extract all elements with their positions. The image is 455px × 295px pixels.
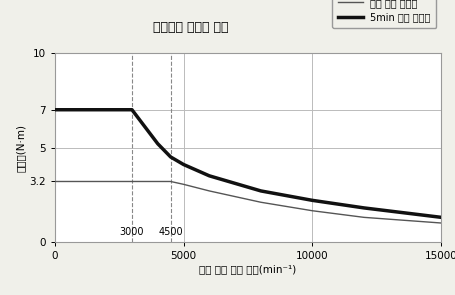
X-axis label: 밀링 모터 회전 속도(min⁻¹): 밀링 모터 회전 속도(min⁻¹)	[199, 264, 297, 274]
Legend: 연속 정격 토오크, 5min 정격 토오크: 연속 정격 토오크, 5min 정격 토오크	[332, 0, 436, 28]
Text: 4500: 4500	[158, 227, 183, 237]
Text: 밀링모터 토오크 특성: 밀링모터 토오크 특성	[153, 21, 229, 34]
Y-axis label: 토오크(N·m): 토오크(N·m)	[16, 124, 26, 171]
Text: 3000: 3000	[120, 227, 144, 237]
